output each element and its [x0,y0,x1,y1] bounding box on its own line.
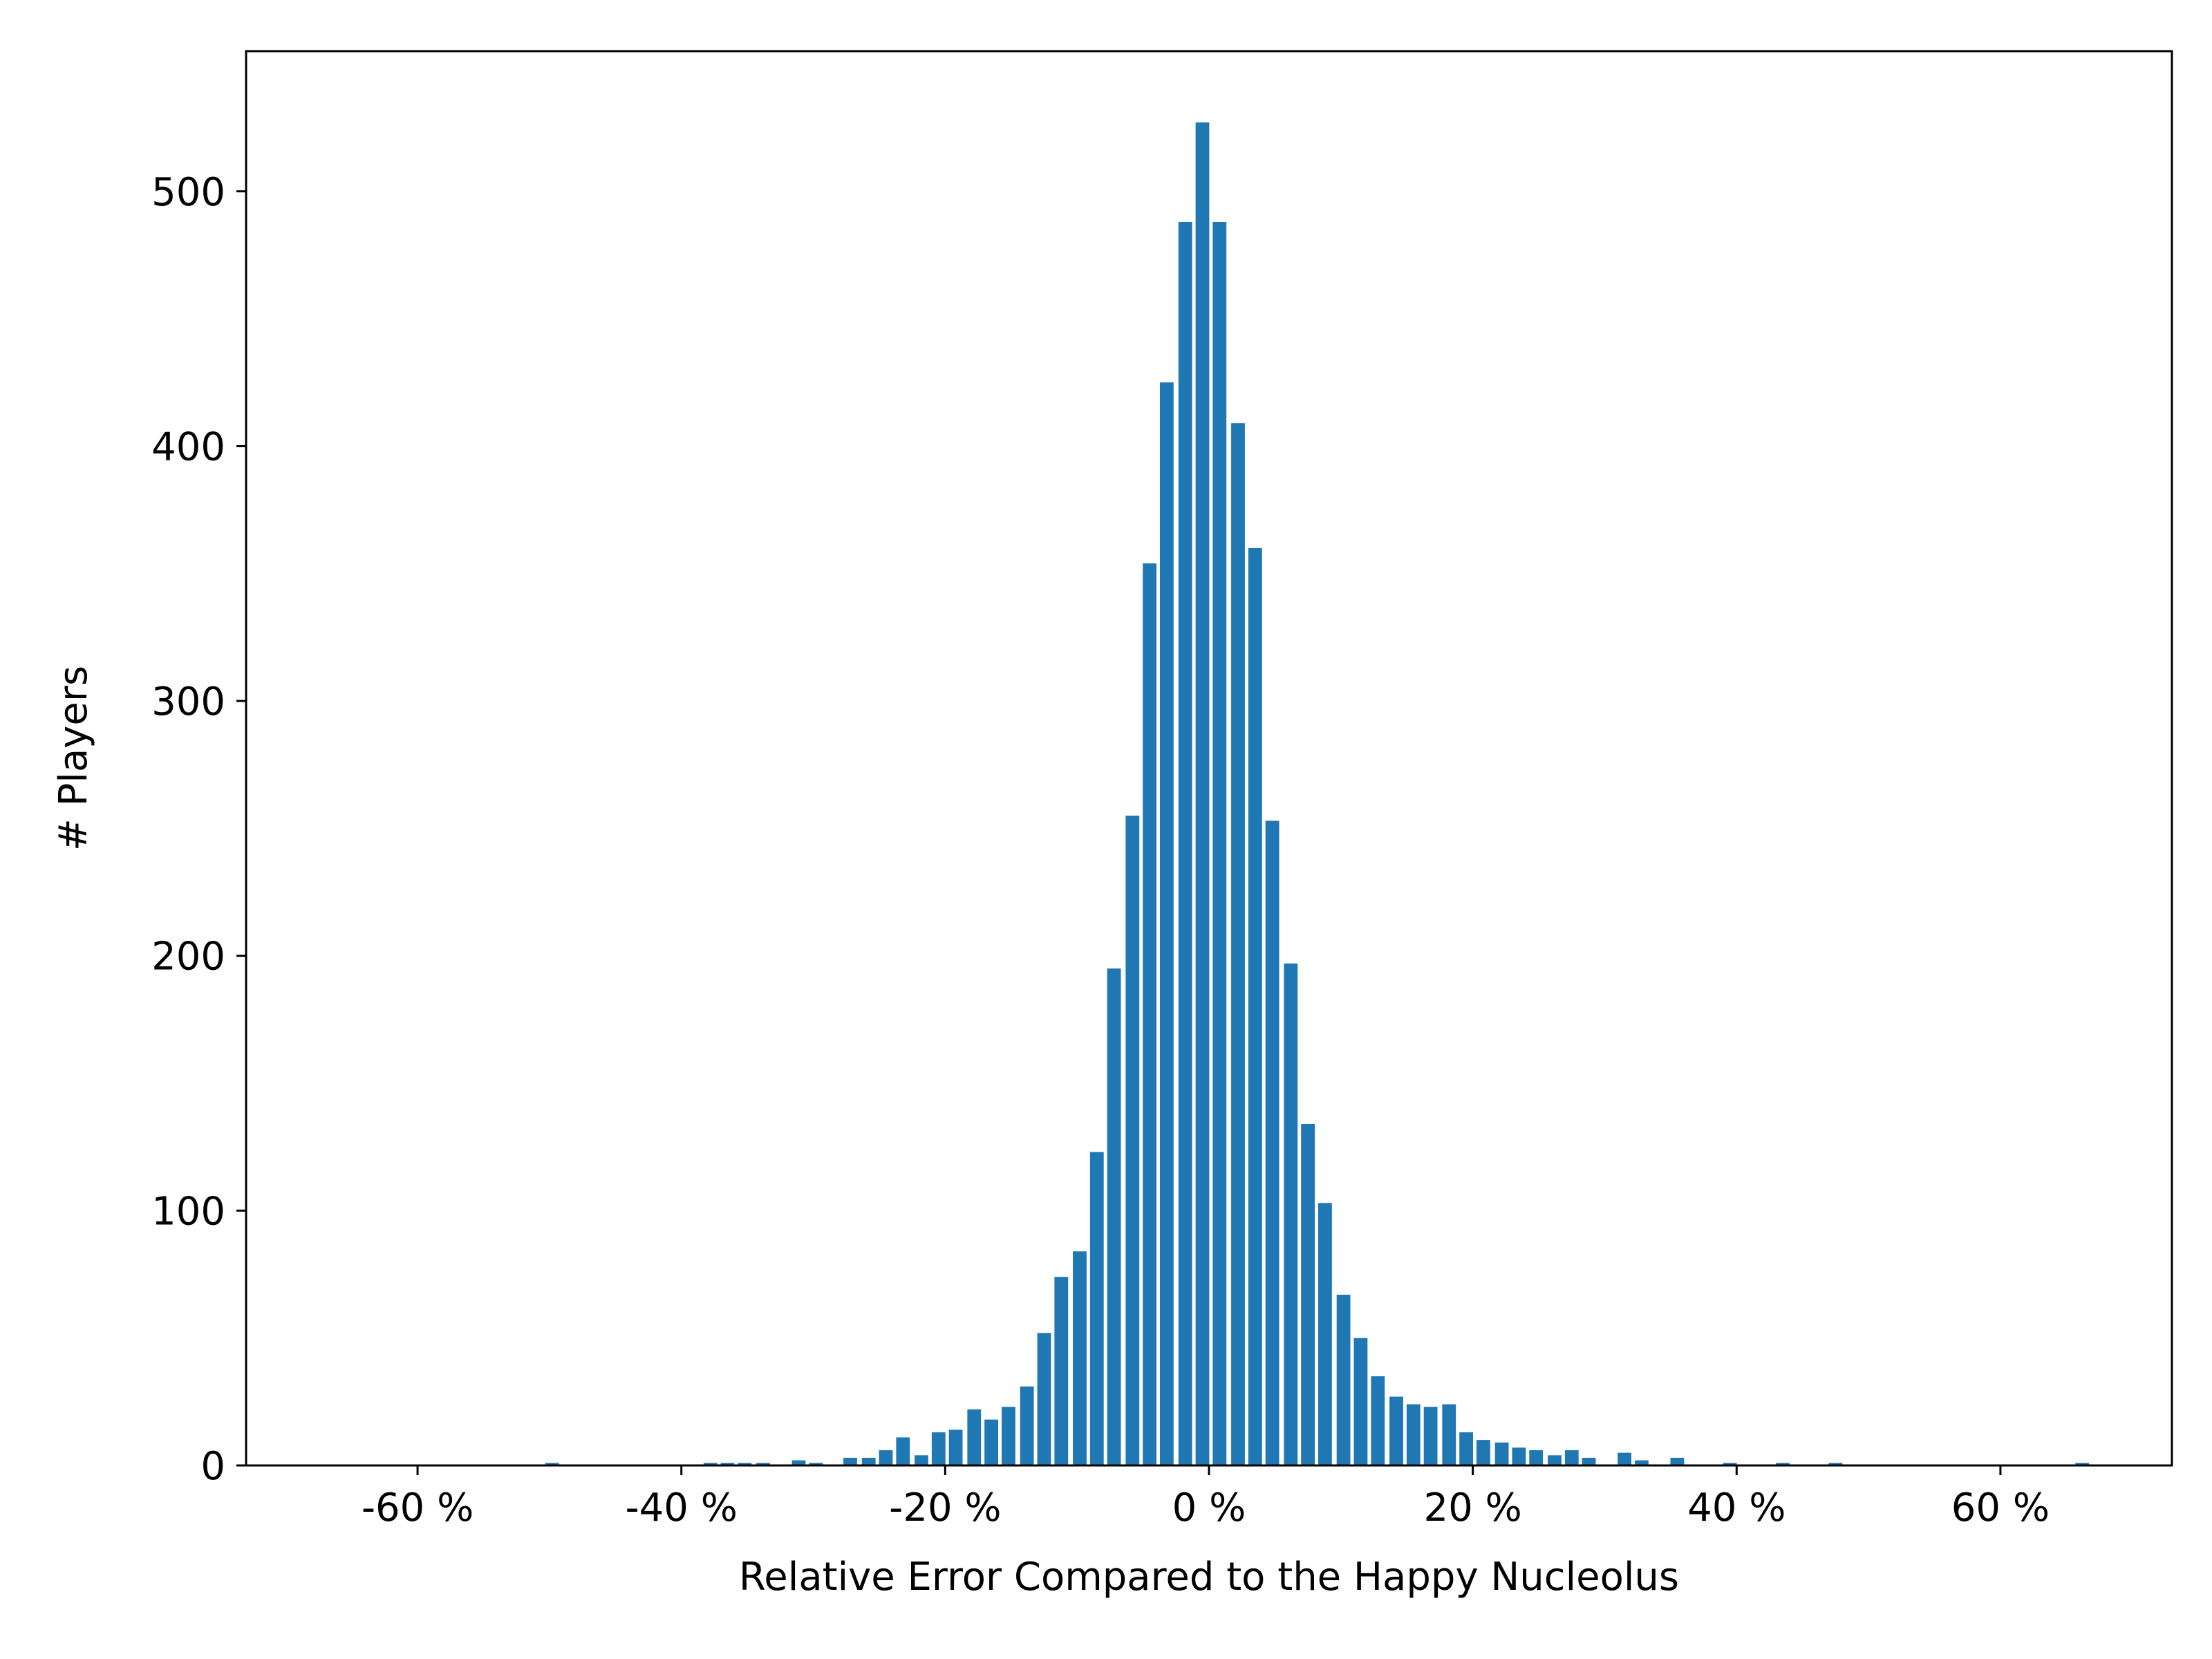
histogram-bar [1073,1251,1087,1465]
y-axis-label: # Players [51,666,96,851]
histogram-bar [1020,1386,1034,1465]
histogram-bar [1231,423,1245,1466]
histogram-bar [1160,382,1174,1466]
histogram-bar [896,1437,910,1465]
histogram-bar [1265,821,1280,1465]
histogram-bar [861,1457,876,1465]
histogram-bar [1477,1440,1490,1465]
histogram-bar [948,1430,963,1465]
histogram-bar [1494,1442,1509,1465]
y-axis: 0 100 200 300 400 500 [151,170,246,1489]
histogram-bar [545,1463,559,1465]
histogram-bar [1301,1124,1315,1465]
x-axis-label: Relative Error Compared to the Happy Nuc… [739,1555,1679,1600]
histogram-bar [1406,1404,1421,1465]
histogram-bar [984,1419,998,1465]
y-tick-label: 300 [151,679,225,724]
histogram-bar [1618,1452,1631,1465]
histogram-bar [1248,547,1262,1465]
histogram-bar [1529,1450,1544,1465]
histogram-bar [1125,815,1140,1465]
histogram-bar [1423,1407,1438,1465]
histogram-bar [756,1463,770,1465]
histogram-bar [738,1463,752,1465]
histogram-bar [1670,1457,1685,1465]
histogram-bar [703,1463,718,1465]
histogram-bar [1284,963,1298,1465]
histogram-bar [879,1450,893,1465]
x-tick-label: 40 % [1687,1485,1785,1530]
x-tick-label: 60 % [1951,1485,2050,1530]
x-tick-label: 0 % [1172,1485,1246,1530]
histogram-bar [1442,1404,1456,1465]
histogram-bar [931,1432,946,1465]
x-tick-label: -40 % [625,1485,737,1530]
histogram-bar [2075,1463,2090,1465]
y-tick-label: 100 [151,1189,225,1234]
histogram-bar [1178,222,1192,1465]
x-tick-label: 20 % [1424,1485,1522,1530]
histogram-bar [967,1409,982,1465]
histogram-bar [1318,1203,1332,1465]
histogram-bar [1037,1333,1051,1465]
histogram-bar [1195,122,1210,1466]
y-tick-label: 0 [200,1444,225,1489]
histogram-bar [791,1460,806,1465]
histogram-bar [1212,222,1227,1465]
histogram-bar [720,1463,735,1465]
y-tick-label: 500 [151,170,225,215]
histogram-bar [843,1457,857,1465]
histogram-bar [1353,1338,1368,1465]
histogram-bar [1336,1295,1351,1465]
histogram-bar [1828,1463,1843,1465]
y-tick-label: 400 [151,424,225,469]
histogram-bar [1054,1277,1069,1465]
histogram-bar [1389,1396,1403,1465]
histogram-bar [1564,1450,1579,1465]
histogram-bar [809,1463,823,1465]
histogram-bar [1776,1463,1790,1465]
histogram-bar [1723,1463,1737,1465]
histogram-bar [1107,968,1121,1465]
y-tick-label: 200 [151,935,225,980]
histogram-bar [1089,1152,1104,1465]
histogram-bar [1002,1407,1015,1465]
histogram-bar [1371,1376,1385,1465]
histogram-bar [1143,563,1156,1465]
histogram-bar [1548,1455,1562,1465]
histogram-bar [915,1455,928,1465]
x-tick-label: -20 % [889,1485,1001,1530]
histogram-bar [1635,1460,1649,1465]
x-axis: -60 % -40 % -20 % 0 % 20 % 40 % 60 % [362,1465,2050,1530]
x-tick-label: -60 % [362,1485,474,1530]
histogram-bar [1459,1432,1473,1465]
histogram-bar [1582,1457,1596,1465]
histogram-bar [1512,1447,1526,1465]
bars-group [545,122,2090,1466]
